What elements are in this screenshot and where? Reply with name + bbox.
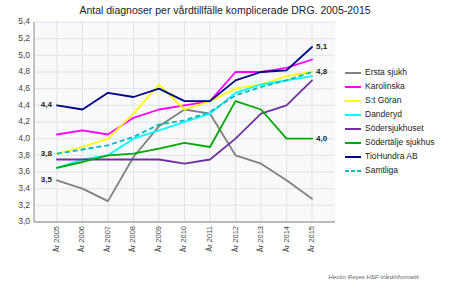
x-tick-label: År 2006 — [77, 226, 86, 252]
legend-label: Södertälje sjukhus — [365, 137, 434, 147]
x-tick-label: År 2012 — [231, 226, 240, 252]
legend-swatch — [345, 72, 361, 74]
y-tick-label: 5,4 — [18, 16, 30, 26]
series-line — [57, 80, 312, 163]
y-tick-label: 3,0 — [18, 216, 30, 226]
annotation: 3,5 — [41, 175, 53, 184]
series-line — [57, 76, 312, 168]
y-tick-label: 4,4 — [18, 100, 30, 110]
legend: Ersta sjukh Karolinska S:t Göran Danderyd Sö… — [345, 67, 434, 175]
grid — [34, 22, 335, 222]
legend-label: Södersjukhuset — [365, 123, 424, 133]
annotation: 4,4 — [41, 100, 53, 109]
y-tick-label: 4,0 — [18, 133, 30, 143]
y-tick-label: 3,6 — [18, 166, 30, 176]
x-grid-line — [133, 22, 134, 222]
legend-swatch — [345, 86, 361, 88]
legend-swatch — [345, 114, 361, 116]
y-grid-line — [34, 222, 335, 223]
x-grid-line — [107, 22, 108, 222]
x-tick-label: År 2005 — [52, 226, 61, 252]
annotation: 3,8 — [41, 149, 53, 158]
legend-swatch — [345, 128, 361, 130]
y-tick-label: 5,0 — [18, 50, 30, 60]
x-grid-line — [158, 22, 159, 222]
x-grid-line — [82, 22, 83, 222]
annotation: 5,1 — [316, 42, 328, 51]
x-grid-line — [210, 22, 211, 222]
legend-label: Samtliga — [365, 165, 398, 175]
series-group — [57, 47, 312, 201]
series-line — [57, 72, 312, 154]
legend-swatch — [345, 100, 361, 102]
legend-swatch — [345, 170, 361, 172]
x-tick-label: År 2013 — [256, 226, 265, 252]
title: Antal diagnoser per vårdtillfälle kompli… — [79, 4, 370, 16]
x-grid-line — [56, 22, 57, 222]
annotation: 4,0 — [316, 134, 328, 143]
x-tick-label: År 2009 — [154, 226, 163, 252]
legend-label: S:t Göran — [365, 95, 402, 105]
series-line — [57, 72, 312, 154]
legend-label: Ersta sjukh — [365, 67, 407, 77]
legend-label: TioHundra AB — [365, 151, 418, 161]
x-grid-line — [261, 22, 262, 222]
y-tick-label: 5,2 — [18, 33, 30, 43]
annotation: 4,8 — [316, 67, 328, 76]
y-axis-line — [34, 22, 35, 222]
chart: 3,0 3,2 3,4 3,6 3,8 4,0 4,2 4,4 4,6 4,8 5,0 5,2 5,4 Å… — [0, 0, 450, 283]
y-tick-label: 4,8 — [18, 66, 30, 76]
x-tick-label: År 2007 — [103, 226, 112, 252]
x-tick-label: År 2011 — [205, 226, 214, 252]
x-tick-label: År 2015 — [307, 226, 316, 252]
y-tick-label: 3,4 — [18, 183, 30, 193]
x-axis-line — [34, 222, 335, 223]
x-tick-label: År 2008 — [128, 226, 137, 252]
watermark: Hector Reyes HSF-Vårdinformatik — [329, 274, 421, 280]
x-grid-line — [312, 22, 313, 222]
series-line — [57, 101, 312, 168]
legend-label: Danderyd — [365, 109, 402, 119]
legend-label: Karolinska — [365, 81, 405, 91]
legend-swatch — [345, 142, 361, 144]
plot-area — [34, 22, 335, 222]
x-tick-label: År 2010 — [179, 226, 188, 252]
y-tick-label: 3,2 — [18, 200, 30, 210]
y-tick-label: 3,8 — [18, 150, 30, 160]
x-tick-label: År 2014 — [282, 226, 291, 252]
legend-swatch — [345, 156, 361, 158]
series-line — [57, 47, 312, 110]
y-tick-label: 4,2 — [18, 116, 30, 126]
y-tick-label: 4,6 — [18, 83, 30, 93]
x-grid-line — [286, 22, 287, 222]
x-grid-line — [235, 22, 236, 222]
